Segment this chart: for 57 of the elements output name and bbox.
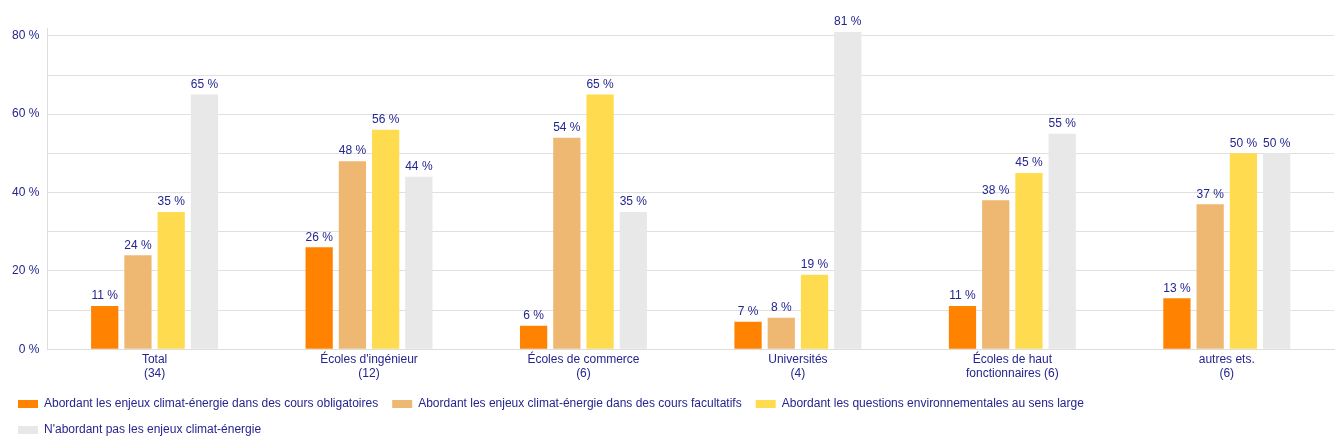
y-tick-label: 80 %: [11, 28, 40, 43]
text: 35 %: [157, 194, 185, 209]
text: 38 %: [982, 182, 1010, 197]
text: 37 %: [1196, 186, 1224, 201]
text: 7 %: [737, 304, 759, 319]
x-tick-label: Universités (4): [768, 351, 828, 381]
bar: [767, 317, 795, 349]
bar: [519, 325, 548, 349]
bar: [91, 306, 119, 349]
text: 26 %: [305, 229, 333, 244]
y-tick-label: 40 %: [11, 184, 40, 199]
legend-label: Abordant les enjeux climat-énergie dans des cours facultatifs: [418, 396, 742, 411]
bar: [586, 94, 614, 349]
text: 13 %: [1163, 280, 1191, 295]
text: 19 %: [800, 257, 829, 272]
text: 81 %: [834, 14, 862, 29]
bar: [734, 321, 762, 349]
bar: [1163, 298, 1191, 349]
bar: [1015, 172, 1043, 349]
bar: [305, 247, 333, 349]
bar: [982, 200, 1010, 349]
bar: [553, 137, 581, 349]
text: 56 %: [371, 112, 400, 127]
legend-label: Abordant les enjeux climat-énergie dans des cours obligatoires: [44, 396, 379, 411]
bar: [338, 161, 367, 349]
x-tick-label: Total (34): [141, 351, 168, 381]
text: 65 %: [586, 76, 614, 91]
text: 50 %: [1262, 135, 1291, 150]
text: 11 %: [949, 288, 976, 303]
text: 8 %: [770, 300, 792, 315]
legend-label: N'abordant pas les enjeux climat-énergie: [44, 422, 262, 437]
text: 65 %: [190, 76, 219, 91]
bar: [800, 274, 829, 349]
bar: [948, 306, 977, 349]
text: 50 %: [1229, 135, 1258, 150]
bar: [372, 129, 400, 349]
text: 45 %: [1015, 155, 1043, 170]
text: 35 %: [619, 194, 647, 209]
y-tick-label: 60 %: [11, 106, 40, 121]
bar: [1196, 204, 1224, 349]
bar: [124, 255, 152, 349]
x-tick-label: Écoles d'ingénieur (12): [320, 350, 418, 381]
text: 11 %: [91, 288, 118, 303]
text: 44 %: [405, 159, 433, 174]
bar: [1229, 153, 1258, 349]
text: 6 %: [523, 308, 544, 323]
text: 54 %: [553, 119, 581, 134]
x-tick-label: Écoles de haut fonctionnaires (6): [965, 350, 1059, 381]
x-tick-label: autres ets. (6): [1198, 351, 1255, 381]
text: 55 %: [1048, 116, 1076, 131]
y-tick-label: 20 %: [11, 263, 40, 278]
bar: [157, 212, 185, 349]
text: 24 %: [124, 237, 152, 252]
x-tick-label: Écoles de commerce (6): [527, 350, 640, 381]
legend-label: Abordant les questions environnementales au sens large: [781, 396, 1085, 411]
text: 48 %: [338, 143, 367, 158]
y-tick-label: 0 %: [18, 341, 40, 356]
